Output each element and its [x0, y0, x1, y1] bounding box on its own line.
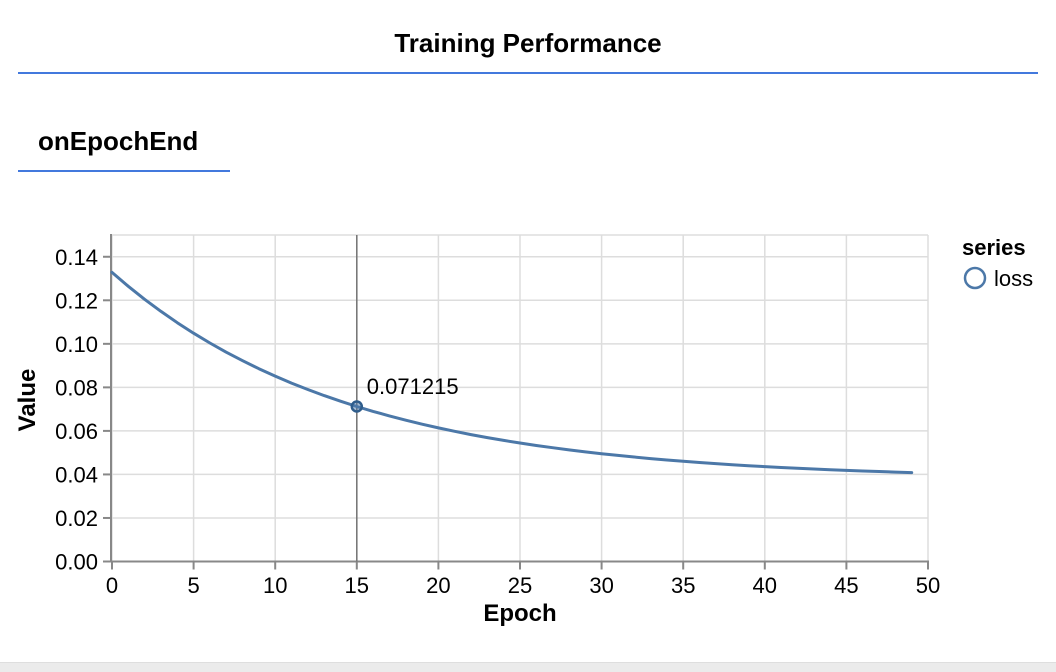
y-axis-title: Value — [14, 369, 41, 432]
training-chart[interactable]: 0 5 10 15 20 25 30 35 40 45 50 0.00 0.02 0.04 0.06 0.08… — [0, 220, 1056, 640]
page-title: Training Performance — [18, 28, 1038, 74]
y-tick-label: 0.14 — [55, 245, 98, 270]
y-tick-label: 0.02 — [55, 506, 98, 531]
legend-title: series — [962, 235, 1026, 260]
legend-label-loss[interactable]: loss — [994, 266, 1033, 291]
tooltip-value: 0.071215 — [367, 374, 459, 399]
x-tick-label: 20 — [426, 573, 450, 598]
x-tick-label: 45 — [834, 573, 858, 598]
y-tick-label: 0.10 — [55, 332, 98, 357]
x-tick-label: 40 — [753, 573, 777, 598]
loss-chart-svg[interactable]: 0 5 10 15 20 25 30 35 40 45 50 0.00 0.02 0.04 0.06 0.08… — [0, 220, 1056, 640]
y-tick-label: 0.12 — [55, 288, 98, 313]
y-tick-label: 0.08 — [55, 375, 98, 400]
x-axis-title: Epoch — [483, 600, 556, 627]
x-tick-label: 35 — [671, 573, 695, 598]
x-tick-label: 0 — [106, 573, 118, 598]
x-tick-label: 10 — [263, 573, 287, 598]
y-tick-label: 0.04 — [55, 462, 98, 487]
x-tick-label: 25 — [508, 573, 532, 598]
legend-symbol-loss[interactable] — [963, 266, 987, 290]
x-tick-label: 50 — [916, 573, 940, 598]
x-tick-label: 30 — [589, 573, 613, 598]
panel-bottom-edge — [0, 662, 1056, 672]
highlight-marker[interactable] — [350, 400, 364, 413]
x-tick-label: 5 — [187, 573, 199, 598]
y-tick-label: 0.06 — [55, 419, 98, 444]
x-tick-label: 15 — [345, 573, 369, 598]
loss-line[interactable] — [110, 270, 914, 475]
section-heading-onepochend: onEpochEnd — [18, 126, 230, 172]
y-tick-label: 0.00 — [55, 550, 98, 575]
